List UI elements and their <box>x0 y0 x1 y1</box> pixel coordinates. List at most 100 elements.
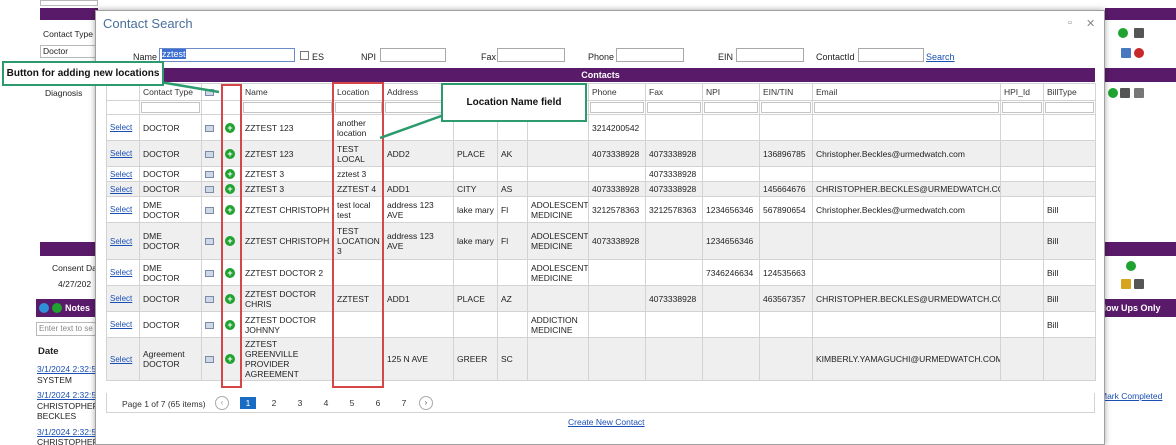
name-input[interactable]: zztest <box>159 48 295 62</box>
next-page-button[interactable]: › <box>419 396 433 410</box>
select-link[interactable]: Select <box>110 320 133 329</box>
follow-ups-label[interactable]: llow Ups Only <box>1101 303 1161 313</box>
filter-input[interactable] <box>1002 102 1042 113</box>
add-location-icon[interactable]: + <box>225 122 235 133</box>
id-card-icon[interactable] <box>205 171 214 179</box>
filter-input[interactable] <box>335 102 382 113</box>
id-card-icon[interactable] <box>205 356 214 364</box>
cancel-icon[interactable] <box>1134 48 1144 58</box>
table-row[interactable]: Select DOCTOR + ZZTEST DOCTOR CHRIS ZZTEST AD… <box>106 285 1096 312</box>
maximize-icon[interactable]: ▫ <box>1068 17 1072 29</box>
close-icon[interactable]: ✕ <box>1086 18 1096 30</box>
table-row[interactable]: Select DME DOCTOR + ZZTEST CHRISTOPH TEST LO… <box>106 222 1096 260</box>
add-location-icon[interactable]: + <box>225 267 235 278</box>
contactid-input[interactable] <box>858 48 924 62</box>
cell-npi: 1234656346 <box>702 222 760 260</box>
mark-completed-link[interactable]: Mark Completed <box>1100 391 1163 401</box>
copy-icon[interactable] <box>1134 88 1144 98</box>
table-row[interactable]: Select DME DOCTOR + ZZTEST DOCTOR 2 ADOLESCE… <box>106 259 1096 286</box>
filter-input[interactable] <box>243 102 332 113</box>
page-number-button[interactable]: 4 <box>323 398 329 408</box>
select-link[interactable]: Select <box>110 268 133 277</box>
id-card-icon[interactable] <box>205 321 214 329</box>
col-hpi[interactable]: HPI_Id <box>1000 83 1044 101</box>
download-icon[interactable] <box>1134 28 1144 38</box>
select-link[interactable]: Select <box>110 169 133 179</box>
id-card-icon[interactable] <box>205 238 214 246</box>
select-link[interactable]: Select <box>110 149 133 158</box>
col-name[interactable]: Name <box>241 83 334 101</box>
table-row[interactable]: Select Agreement DOCTOR + ZZTEST GREENVILLE… <box>106 337 1096 381</box>
table-row[interactable]: Select DOCTOR + ZZTEST 3 zztest 3 4073338928 <box>106 166 1096 182</box>
add-icon[interactable] <box>1126 261 1136 271</box>
table-row[interactable]: Select DOCTOR + ZZTEST DOCTOR JOHNNY ADDICTI… <box>106 311 1096 338</box>
filter-input[interactable] <box>647 102 701 113</box>
id-card-icon[interactable] <box>205 295 214 303</box>
search-link[interactable]: Search <box>926 52 955 62</box>
fax-input[interactable] <box>497 48 565 62</box>
note-date-link[interactable]: 3/1/2024 2:32:5 <box>37 390 97 400</box>
add-icon[interactable] <box>1118 28 1128 38</box>
download-icon[interactable] <box>1120 88 1130 98</box>
es-checkbox[interactable] <box>300 51 309 60</box>
prev-page-button[interactable]: ‹ <box>215 396 229 410</box>
calendar-icon[interactable] <box>1121 48 1131 58</box>
page-number-button[interactable]: 5 <box>349 398 355 408</box>
add-location-icon[interactable]: + <box>225 204 235 215</box>
add-location-icon[interactable]: + <box>225 319 235 330</box>
note-date-link[interactable]: 3/1/2024 2:32:5 <box>37 427 97 437</box>
phone-input[interactable] <box>616 48 684 62</box>
col-billtype[interactable]: BillType <box>1043 83 1096 101</box>
filter-input[interactable] <box>590 102 644 113</box>
edit-icon[interactable] <box>1121 279 1131 289</box>
card-cell <box>201 337 222 381</box>
select-link[interactable]: Select <box>110 205 133 214</box>
cell-npi <box>702 311 760 338</box>
page-number-button[interactable]: 1 <box>240 397 256 409</box>
select-link[interactable]: Select <box>110 236 133 246</box>
col-phone[interactable]: Phone <box>588 83 646 101</box>
npi-input[interactable] <box>380 48 446 62</box>
bg-contact-type-select[interactable]: Doctor <box>40 45 98 58</box>
es-label: ES <box>312 52 325 62</box>
note-date-link[interactable]: 3/1/2024 2:32:5 <box>37 364 97 374</box>
bg-right-strip-3 <box>1105 242 1176 256</box>
select-link[interactable]: Select <box>110 294 133 303</box>
add-location-icon[interactable]: + <box>225 293 235 304</box>
select-link[interactable]: Select <box>110 123 133 132</box>
filter-input[interactable] <box>814 102 999 113</box>
ein-input[interactable] <box>736 48 804 62</box>
add-location-icon[interactable]: + <box>225 354 235 365</box>
cell-type: DOCTOR <box>139 181 202 197</box>
filter-input[interactable] <box>704 102 758 113</box>
trash-icon[interactable] <box>1134 279 1144 289</box>
add-note-icon[interactable] <box>52 303 62 313</box>
cell-ein: 463567357 <box>759 285 813 312</box>
add-location-icon[interactable]: + <box>225 236 235 247</box>
tree-icon[interactable] <box>1108 88 1118 98</box>
page-number-button[interactable]: 2 <box>271 398 277 408</box>
id-card-icon[interactable] <box>205 269 214 277</box>
select-link[interactable]: Select <box>110 354 133 364</box>
id-card-icon[interactable] <box>205 206 214 214</box>
id-card-icon[interactable] <box>205 150 214 158</box>
add-location-icon[interactable]: + <box>225 169 235 180</box>
id-card-icon[interactable] <box>205 186 214 194</box>
bg-right-strip <box>1105 8 1176 20</box>
select-link[interactable]: Select <box>110 184 133 194</box>
create-new-contact-link[interactable]: Create New Contact <box>568 417 645 427</box>
add-location-icon[interactable]: + <box>225 184 235 195</box>
table-row[interactable]: Select DOCTOR + ZZTEST 123 TEST LOCAL ADD2 PLA… <box>106 140 1096 167</box>
page-number-button[interactable]: 6 <box>375 398 381 408</box>
refresh-icon[interactable] <box>39 303 49 313</box>
filter-input[interactable] <box>761 102 811 113</box>
cell-bill <box>1043 337 1096 381</box>
page-number-button[interactable]: 3 <box>297 398 303 408</box>
filter-input[interactable] <box>1045 102 1094 113</box>
col-npi[interactable]: NPI <box>702 83 760 101</box>
filter-input[interactable] <box>141 102 200 113</box>
id-card-icon[interactable] <box>205 124 214 132</box>
add-location-icon[interactable]: + <box>225 148 235 159</box>
cell-email: KIMBERLY.YAMAGUCHI@URMEDWATCH.COM <box>812 337 1001 381</box>
page-number-button[interactable]: 7 <box>401 398 407 408</box>
